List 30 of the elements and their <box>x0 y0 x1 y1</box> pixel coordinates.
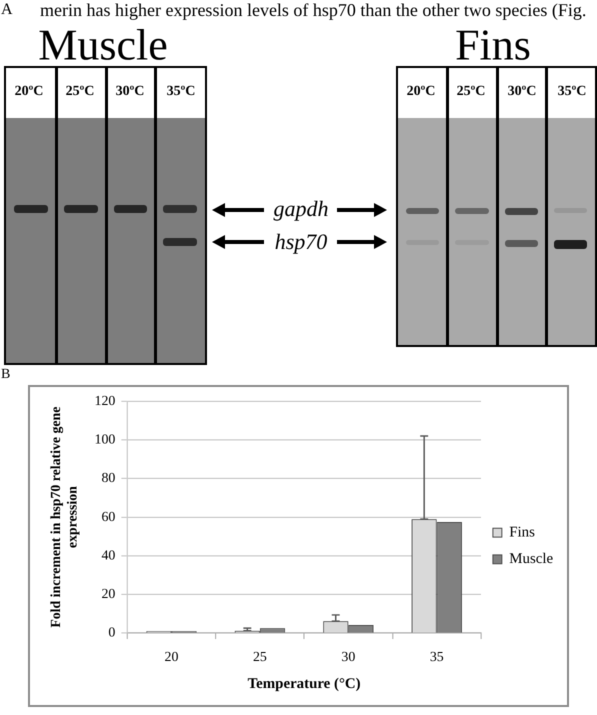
text: 30ºC <box>508 84 536 100</box>
text: 35ºC <box>558 84 586 100</box>
x-tick-label: 25 <box>252 648 267 664</box>
text: A <box>1 1 13 19</box>
y-tick-label: 60 <box>101 508 116 524</box>
y-axis-title: Fold increment in hsp70 relative gene expression <box>48 406 80 628</box>
y-tick-label: 80 <box>101 470 116 486</box>
text: 20ºC <box>14 84 44 100</box>
text: hsp70 <box>274 229 328 255</box>
text: B <box>1 367 10 383</box>
y-tick-label: 100 <box>94 432 116 446</box>
text: merin has higher expression levels of hsp70 than the other two species (Fig. <box>40 0 586 21</box>
x-axis-title: Temperature (°C) <box>248 676 361 692</box>
text: Muscle <box>38 20 168 70</box>
legend-label: Fins <box>509 524 536 541</box>
y-tick-label: 40 <box>101 547 116 562</box>
x-tick-label: 20 <box>164 648 179 664</box>
text: 20ºC <box>406 84 436 100</box>
legend-label: Muscle <box>509 551 554 568</box>
y-tick-label: 0 <box>108 624 116 640</box>
x-tick-label: 35 <box>430 648 444 664</box>
text: Fins <box>455 20 531 70</box>
text: gapdh <box>274 196 328 222</box>
text: 25ºC <box>66 84 94 100</box>
x-tick-label: 30 <box>341 648 356 664</box>
y-tick-label: 20 <box>101 586 116 602</box>
text: 35ºC <box>166 84 196 100</box>
text: 30ºC <box>116 84 144 100</box>
y-tick-label: 120 <box>94 392 116 408</box>
text: 25ºC <box>456 84 486 100</box>
